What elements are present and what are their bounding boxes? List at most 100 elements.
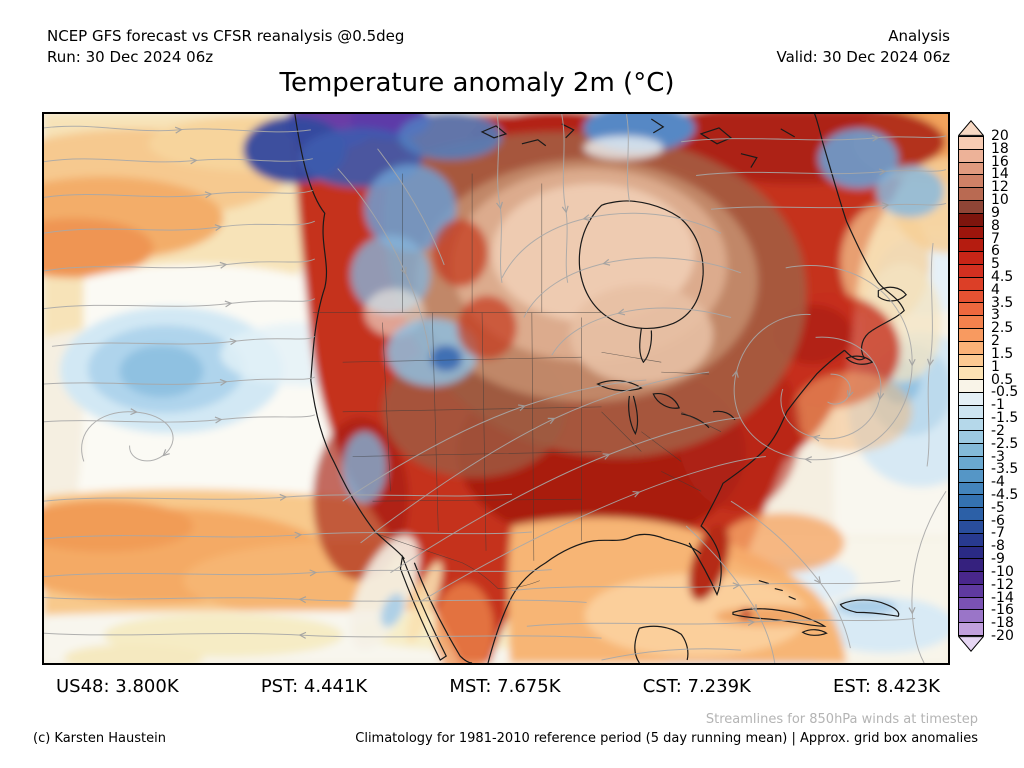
colorbar-tick-label: -6 xyxy=(991,512,1005,529)
colorbar-cell xyxy=(959,494,983,508)
regional-stats: US48: 3.800K PST: 4.441K MST: 7.675K CST… xyxy=(42,676,950,697)
colorbar-tick-label: 12 xyxy=(991,179,1009,196)
colorbar-tick-label: -12 xyxy=(991,576,1014,593)
colorbar-tick-label: 2.5 xyxy=(991,320,1014,337)
colorbar-cell xyxy=(959,302,983,316)
colorbar-cell xyxy=(959,187,983,200)
borders-layer xyxy=(312,173,722,589)
anomaly-map xyxy=(42,112,950,665)
colorbar-tick-label: 14 xyxy=(991,166,1009,183)
colorbar-cell xyxy=(959,404,983,418)
colorbar-cell xyxy=(959,430,983,444)
colorbar-tick-label: -4.5 xyxy=(991,486,1019,503)
colorbar-cell xyxy=(959,622,983,636)
colorbar-tick-label: -8 xyxy=(991,538,1005,555)
colorbar-cell xyxy=(959,609,983,623)
colorbar-cell xyxy=(959,225,983,239)
colorbar-tick-label: -0.5 xyxy=(991,384,1019,401)
colorbar-cell xyxy=(959,443,983,456)
colorbar-tick-label: 5 xyxy=(991,256,1000,273)
colorbar-cell xyxy=(959,174,983,188)
colorbar-cell xyxy=(959,417,983,431)
colorbar-cell xyxy=(959,571,983,584)
colorbar-cell xyxy=(959,263,983,277)
chart-title: Temperature anomaly 2m (°C) xyxy=(279,68,675,98)
colorbar-tick-label: -18 xyxy=(991,615,1014,632)
colorbar-tick-label: 18 xyxy=(991,140,1009,157)
colorbar-cell xyxy=(959,596,983,610)
valid-time: Valid: 30 Dec 2024 06z xyxy=(776,48,950,66)
colorbar-cell xyxy=(959,148,983,162)
colorbar-tick-label: 1 xyxy=(991,358,1000,375)
colorbar-cell xyxy=(959,315,983,328)
header-left: NCEP GFS forecast vs CFSR reanalysis @0.… xyxy=(47,26,404,68)
colorbar-tick-label: -14 xyxy=(991,589,1014,606)
credit: (c) Karsten Haustein xyxy=(33,731,166,746)
colorbar-over-triangle xyxy=(958,120,984,136)
colorbar-tick-label: 0.5 xyxy=(991,371,1014,388)
colorbar-tick-label: -10 xyxy=(991,563,1014,580)
stat-us48: US48: 3.800K xyxy=(56,676,179,697)
colorbar-tick-label: 2 xyxy=(991,333,1000,350)
colorbar-tick-label: 6 xyxy=(991,243,1000,260)
streamlines-note: Streamlines for 850hPa winds at timestep xyxy=(705,712,978,727)
colorbar-cell xyxy=(959,161,983,175)
anomaly-map-svg xyxy=(44,114,948,663)
colorbar-tick-label: -3.5 xyxy=(991,461,1019,478)
run-time: Run: 30 Dec 2024 06z xyxy=(47,48,214,66)
colorbar-tick-label: -2 xyxy=(991,422,1005,439)
colorbar-cell xyxy=(959,212,983,226)
colorbar-tick-label: -5 xyxy=(991,499,1005,516)
colorbar-cell xyxy=(959,340,983,354)
colorbar-tick-label: 7 xyxy=(991,230,1000,247)
colorbar-tick-label: 10 xyxy=(991,192,1009,209)
stat-est: EST: 8.423K xyxy=(833,676,940,697)
model-info: NCEP GFS forecast vs CFSR reanalysis @0.… xyxy=(47,27,405,45)
colorbar-cell xyxy=(959,468,983,482)
colorbar-cell xyxy=(959,545,983,559)
colorbar-cell xyxy=(959,519,983,533)
stat-mst: MST: 7.675K xyxy=(449,676,561,697)
colorbar-cell xyxy=(959,391,983,405)
colorbar-cell xyxy=(959,353,983,367)
colorbar-tick-label: -1.5 xyxy=(991,410,1019,427)
colorbar-tick-label: -3 xyxy=(991,448,1005,465)
colorbar: 20 18 16 14 12 10 9 8 7 6 5 4.5 4 3.5 3 2.5 2 1.5 1 0.5 -0.5… xyxy=(958,120,1024,665)
stat-pst: PST: 4.441K xyxy=(260,676,368,697)
climatology-note: Climatology for 1981-2010 reference peri… xyxy=(355,731,978,746)
colorbar-cell xyxy=(959,289,983,303)
colorbar-cell xyxy=(959,327,983,341)
analysis-label: Analysis xyxy=(888,27,950,45)
colorbar-tick-label: 8 xyxy=(991,217,1000,234)
colorbar-cell xyxy=(959,455,983,469)
colorbar-cells xyxy=(958,136,984,636)
colorbar-cell xyxy=(959,366,983,380)
colorbar-cell xyxy=(959,583,983,597)
colorbar-tick-label: 20 xyxy=(991,128,1009,144)
colorbar-cell xyxy=(959,199,983,213)
colorbar-tick-label: -1 xyxy=(991,397,1005,414)
streamlines-layer xyxy=(44,114,947,663)
colorbar-tick-label: -4 xyxy=(991,474,1005,491)
colorbar-tick-label: -9 xyxy=(991,551,1005,568)
colorbar-tick-label: 1.5 xyxy=(991,345,1014,362)
colorbar-tick-label: -7 xyxy=(991,525,1005,542)
colorbar-cell xyxy=(959,379,983,392)
stat-cst: CST: 7.239K xyxy=(642,676,751,697)
colorbar-tick-label: 4.5 xyxy=(991,269,1014,286)
colorbar-cell xyxy=(959,558,983,572)
colorbar-tick-label: 4 xyxy=(991,281,1000,298)
colorbar-tick-label: -16 xyxy=(991,602,1014,619)
colorbar-cell xyxy=(959,532,983,546)
colorbar-cell xyxy=(959,137,983,149)
colorbar-ticks: 20 18 16 14 12 10 9 8 7 6 5 4.5 4 3.5 3 2.5 2 1.5 1 0.5 -0.5… xyxy=(991,129,1024,643)
colorbar-under-triangle xyxy=(958,636,984,652)
colorbar-cell xyxy=(959,276,983,290)
colorbar-cell xyxy=(959,238,983,252)
colorbar-tick-label: -20 xyxy=(991,628,1014,644)
colorbar-tick-label: 9 xyxy=(991,204,1000,221)
colorbar-tick-label: 3.5 xyxy=(991,294,1014,311)
colorbar-tick-label: 16 xyxy=(991,153,1009,170)
colorbar-cell xyxy=(959,251,983,264)
